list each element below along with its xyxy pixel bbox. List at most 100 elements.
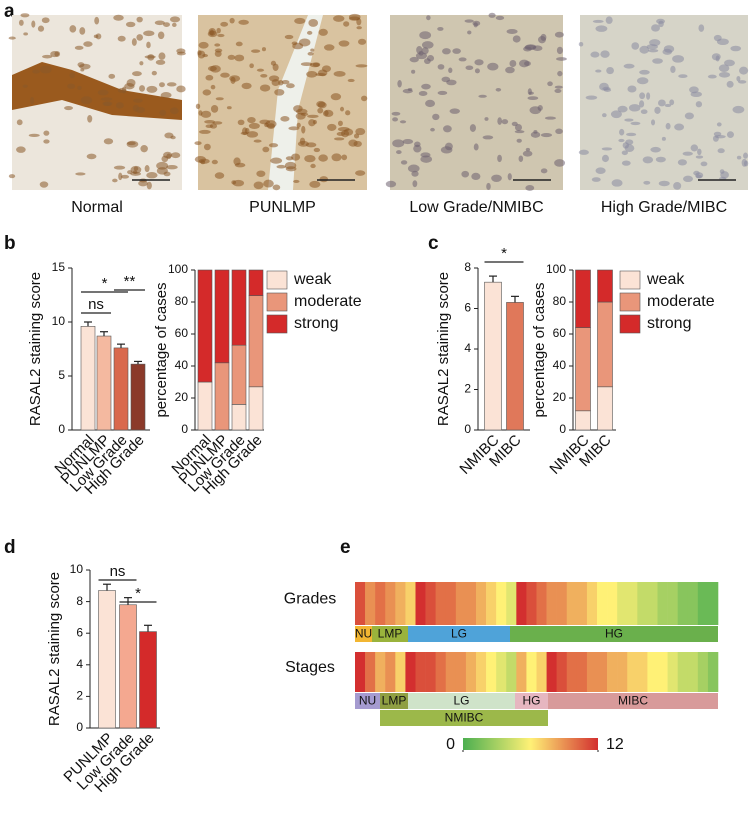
cell [305, 142, 317, 148]
y-tick-label: 0 [559, 422, 566, 436]
cell [540, 168, 548, 174]
heatmap-cell [586, 582, 598, 625]
cell [491, 174, 502, 182]
cell [441, 76, 451, 83]
cell [506, 29, 518, 35]
cell [537, 104, 543, 111]
tissue-band [12, 62, 182, 120]
cell [556, 57, 567, 61]
bar [506, 302, 524, 431]
cell [391, 111, 401, 116]
heatmap-cell [617, 582, 628, 625]
heatmap-cell [667, 652, 678, 692]
cell [28, 133, 40, 137]
supergroup-bar [380, 710, 548, 726]
cell [353, 133, 360, 139]
y-tick-label: 0 [58, 422, 65, 436]
cell [556, 46, 563, 55]
cell [665, 122, 671, 130]
cell [170, 152, 181, 159]
cell [343, 128, 354, 136]
error-bar [103, 583, 111, 591]
y-tick-label: 4 [464, 341, 471, 355]
cell [284, 34, 294, 40]
cell [285, 156, 294, 161]
cell [79, 27, 86, 35]
heatmap-cell [365, 652, 376, 692]
cell [310, 48, 315, 52]
cell [640, 109, 648, 115]
cell [700, 161, 708, 167]
bar-segment [197, 269, 213, 383]
cell [146, 181, 152, 190]
heatmap-cell [677, 582, 689, 625]
cell [557, 70, 563, 77]
y-tick-label: 100 [546, 262, 566, 276]
cell [690, 144, 699, 152]
cell [430, 127, 435, 132]
cell [497, 117, 502, 125]
cell [478, 94, 487, 98]
cell [458, 57, 467, 62]
heatmap-cell [516, 652, 527, 692]
cell [606, 66, 614, 75]
cell [738, 80, 747, 84]
cell [154, 20, 165, 26]
cell [138, 180, 148, 187]
cell [205, 74, 214, 81]
heatmap-cell [486, 652, 497, 692]
cell [602, 113, 607, 118]
y-tick-label: 40 [553, 358, 567, 372]
group-label: HG [605, 627, 623, 641]
cell [126, 78, 136, 87]
y-axis-title: RASAL2 staining score [27, 272, 44, 426]
heatmap-cell [536, 652, 547, 692]
heatmap-cell [476, 652, 487, 692]
cell [420, 155, 433, 163]
cell [31, 20, 36, 28]
group-bar [408, 693, 515, 709]
cell [514, 124, 523, 131]
cell [624, 118, 634, 122]
cell [591, 177, 601, 182]
cell [471, 172, 481, 181]
heatmap-cell [435, 652, 447, 692]
cell [103, 138, 114, 145]
cell [176, 48, 186, 54]
heatmap-cell [496, 582, 507, 625]
cell [306, 30, 313, 35]
cell [211, 159, 218, 165]
legend-swatch [266, 270, 288, 290]
cell [198, 41, 209, 49]
group-label: MIBC [618, 694, 648, 708]
cell [333, 15, 345, 22]
cell [330, 93, 342, 101]
cell [136, 34, 144, 41]
heatmap-cell [546, 582, 557, 625]
cell [262, 146, 270, 153]
cell [133, 98, 143, 103]
cell [626, 132, 637, 137]
cell [452, 48, 461, 54]
cell [707, 74, 717, 79]
cell [512, 35, 521, 43]
bar-segment [214, 362, 230, 431]
cell [639, 45, 650, 54]
y-tick-label: 60 [175, 326, 189, 340]
cell [399, 120, 407, 124]
heatmap-cell [566, 582, 578, 625]
cell [155, 59, 166, 65]
cell [156, 161, 169, 170]
cell [43, 139, 50, 144]
cell [256, 170, 266, 178]
bar [80, 326, 96, 431]
cell [719, 169, 725, 174]
heatmap-cell [597, 652, 608, 692]
cell [146, 41, 151, 49]
heatmap-cell [465, 582, 477, 625]
cell [697, 148, 702, 156]
cell [522, 150, 533, 157]
cell [595, 69, 602, 73]
cell [682, 151, 693, 156]
cell [678, 74, 688, 79]
